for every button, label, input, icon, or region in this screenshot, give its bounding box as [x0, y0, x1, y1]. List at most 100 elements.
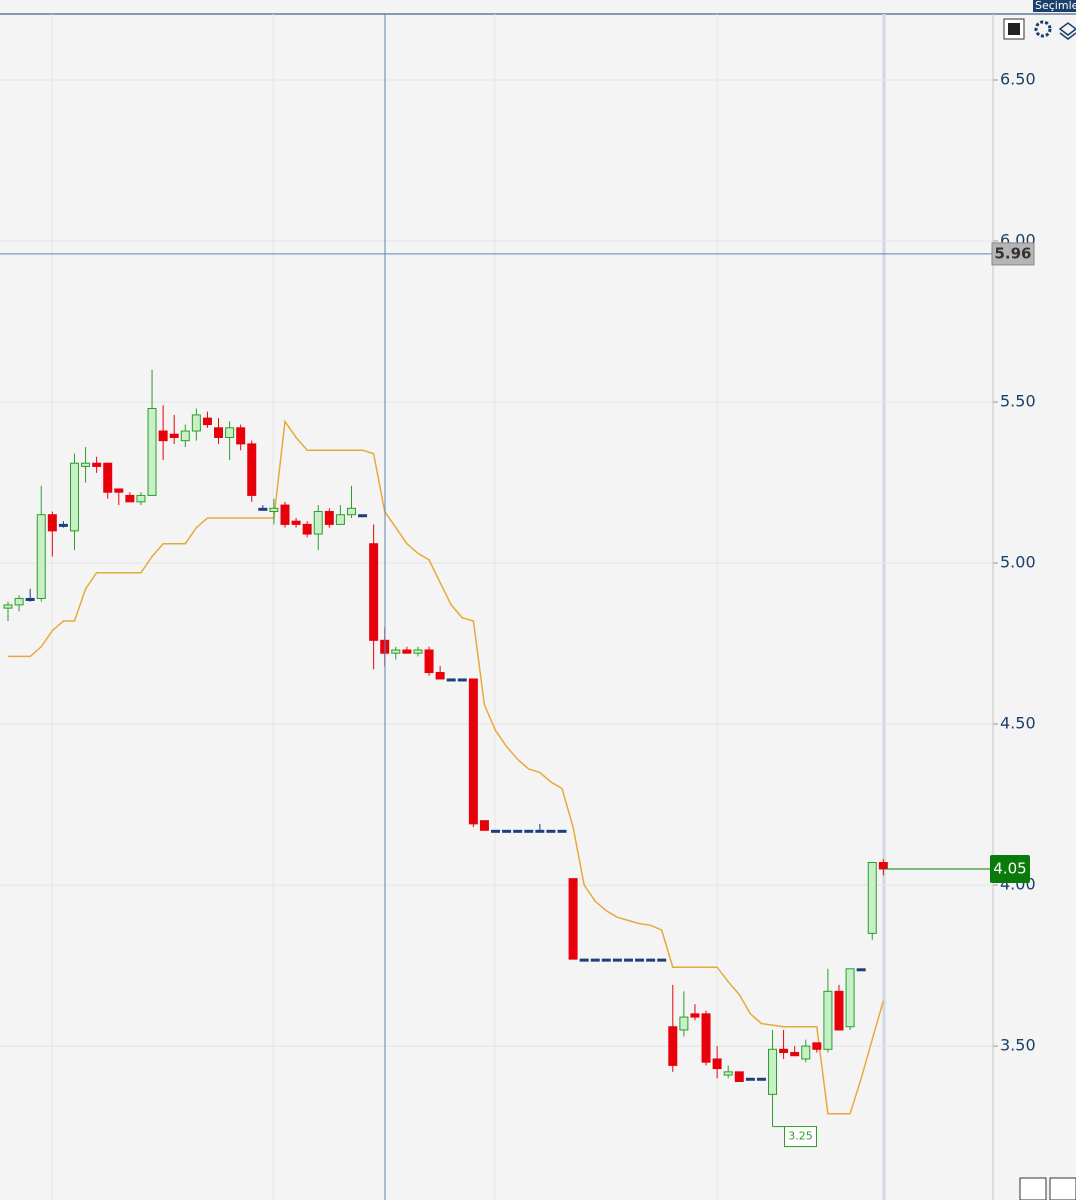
candle-body [768, 1048, 778, 1095]
candle-body [302, 523, 312, 535]
candle-body [502, 829, 512, 833]
layers-button[interactable] [1058, 22, 1076, 40]
candle-body [147, 407, 157, 496]
candle-body [823, 990, 833, 1050]
candle-body [25, 597, 35, 601]
candle-body [158, 430, 168, 442]
candle-body [646, 958, 656, 962]
candle-body [690, 1013, 700, 1018]
candle-body [479, 820, 489, 831]
crosshair-label: 5.96 [994, 244, 1031, 262]
candle-body [723, 1071, 733, 1076]
candle-body [468, 678, 478, 825]
candle-body [247, 443, 257, 496]
y-tick-label: 3.50 [1000, 1036, 1036, 1055]
candle-body [169, 433, 179, 438]
candle-body [369, 543, 379, 641]
candle-body [745, 1077, 755, 1081]
candle-body [712, 1058, 722, 1070]
vertical-grid [51, 14, 886, 1200]
settings-button[interactable] [1034, 20, 1052, 38]
candle-body [612, 958, 622, 962]
candle-body [391, 649, 401, 654]
candle-body [3, 604, 13, 609]
candle-body [346, 507, 356, 516]
candle-body [291, 520, 301, 525]
candle-body [47, 514, 57, 532]
candle-body [679, 1016, 689, 1031]
candle-body [590, 958, 600, 962]
candle-body [324, 511, 334, 525]
last-price-box [990, 854, 1030, 883]
candle-body [579, 958, 589, 962]
candle-body [358, 514, 368, 518]
candle-body [568, 878, 578, 960]
candle-body [601, 958, 611, 962]
candle-body [114, 488, 124, 493]
candle-body [834, 990, 844, 1031]
candle-body [69, 462, 79, 532]
toolbar-tab[interactable] [1033, 0, 1076, 12]
candle-body [214, 427, 224, 438]
candle-body [280, 504, 290, 525]
candle-body [513, 829, 523, 833]
candle-body [491, 829, 501, 833]
scroll-button[interactable] [1049, 1177, 1076, 1200]
candle-body [81, 462, 91, 467]
candle-body [812, 1042, 822, 1050]
crosshair-label-box [991, 242, 1035, 266]
low-label-box [784, 1126, 818, 1148]
candle-body [657, 958, 667, 962]
y-tick-label: 4.50 [1000, 714, 1036, 733]
y-tick-label: 5.50 [1000, 392, 1036, 411]
candle-body [856, 968, 866, 972]
candle-body [535, 829, 545, 833]
candle-body [867, 862, 877, 934]
candle-body [103, 462, 113, 493]
candle-body [269, 507, 279, 513]
candle-body [225, 427, 235, 438]
candle-body [457, 678, 467, 682]
candle-body [878, 862, 888, 870]
y-tick-label: 6.50 [1000, 70, 1036, 89]
candle-body [779, 1048, 789, 1054]
candle-body [258, 507, 268, 511]
candle-body [790, 1052, 800, 1057]
y-tick-label: 5.00 [1000, 553, 1036, 572]
candle-body [524, 829, 534, 833]
candle-body [313, 511, 323, 535]
candle-body [136, 494, 146, 503]
candle-body [668, 1026, 678, 1066]
candle-body [191, 414, 201, 432]
candle-body [446, 678, 456, 682]
candle-body [801, 1045, 811, 1060]
candle-body [435, 672, 445, 680]
low-label: 3.25 [788, 1130, 813, 1143]
candle-body [557, 829, 567, 833]
candle-body [58, 523, 68, 527]
candle-body [623, 958, 633, 962]
candle-body [335, 514, 345, 525]
candle-body [236, 427, 246, 445]
candle-body [701, 1013, 711, 1063]
candle-body [635, 958, 645, 962]
corner-button[interactable] [1019, 1177, 1047, 1200]
candle-body [125, 494, 135, 503]
toolbar-icon [1008, 23, 1020, 35]
candle-body [36, 514, 46, 599]
candle-body [202, 417, 212, 426]
candle-body [546, 829, 556, 833]
last-price-label: 4.05 [993, 859, 1026, 877]
candle-body [845, 968, 855, 1028]
trend-line [8, 419, 885, 1115]
candle-body [756, 1077, 766, 1081]
candle-body [734, 1071, 744, 1082]
toolbar-label[interactable]: Seçimle [1035, 0, 1076, 12]
candle-body [413, 649, 423, 654]
candle-body [180, 430, 190, 442]
candle-body [14, 597, 24, 606]
candle-body [402, 649, 412, 654]
